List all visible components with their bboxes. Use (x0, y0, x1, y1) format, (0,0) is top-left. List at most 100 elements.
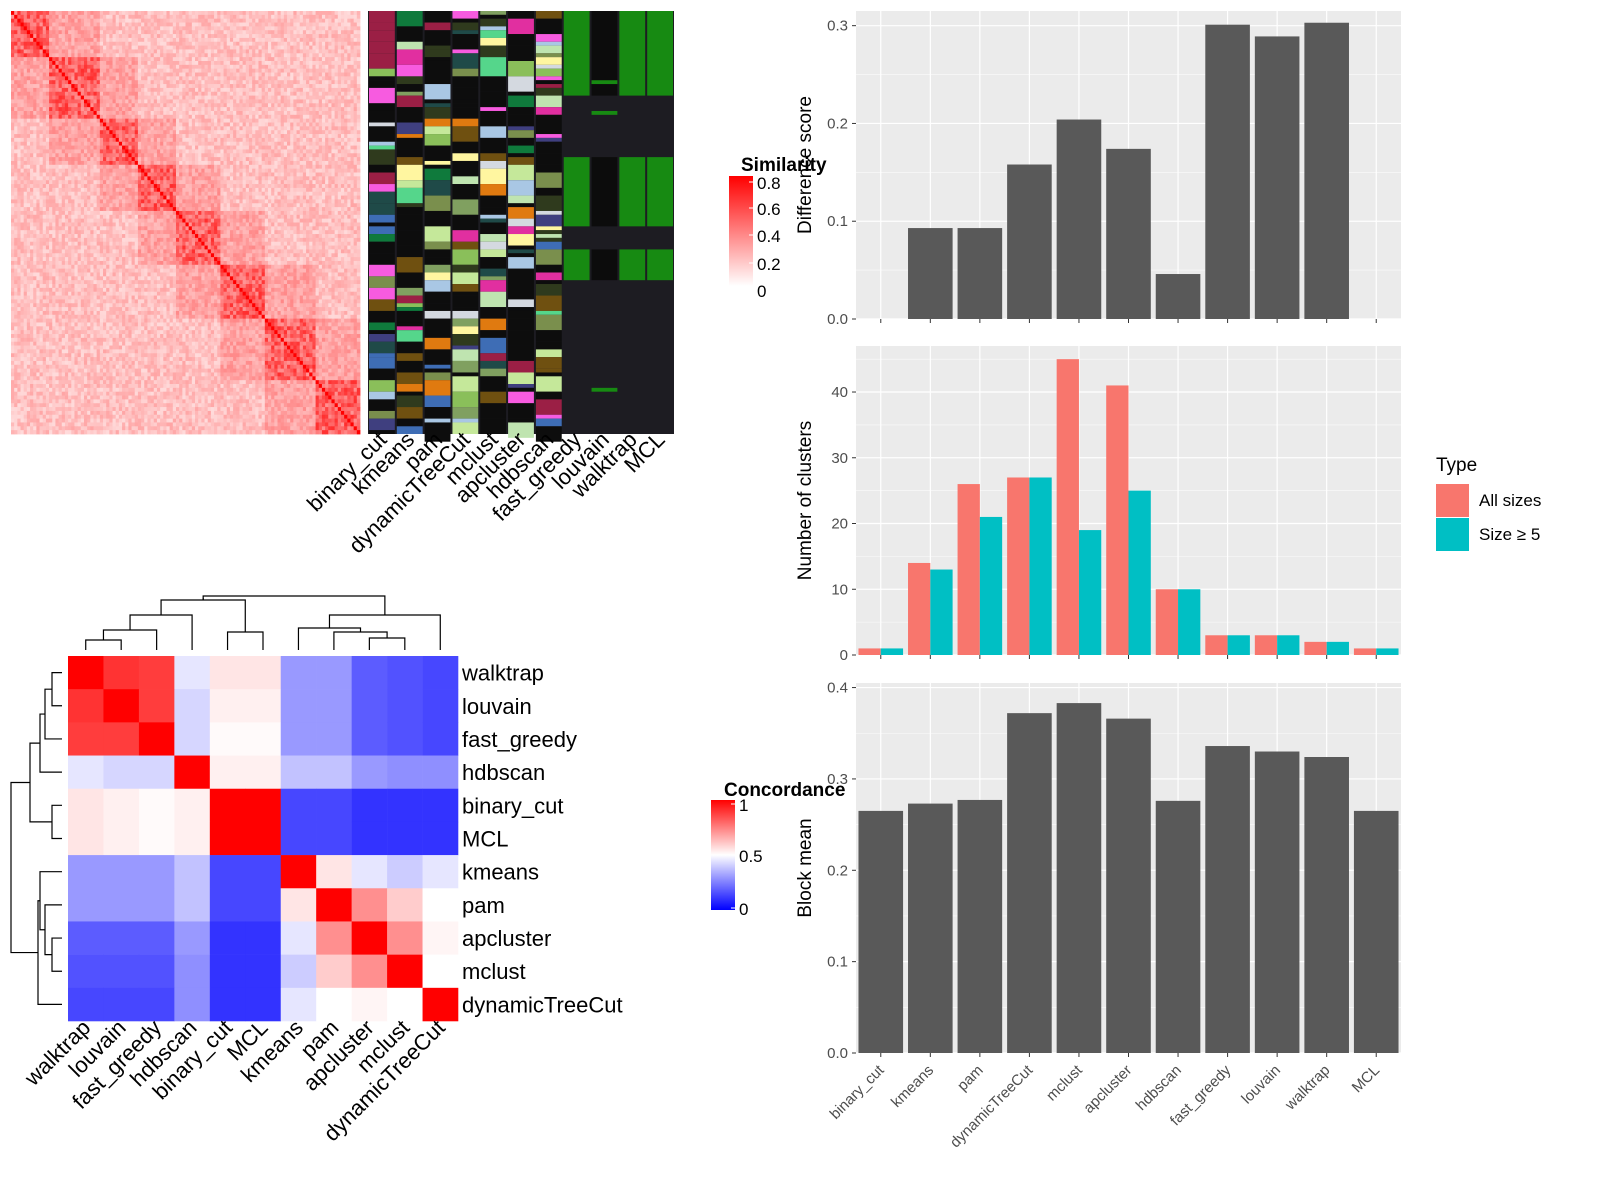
similarity-cell (299, 95, 304, 100)
similarity-cell (74, 149, 79, 154)
similarity-cell (217, 145, 221, 150)
similarity-cell (169, 180, 174, 185)
similarity-cell (191, 91, 196, 96)
similarity-cell (201, 103, 205, 108)
similarity-cell (106, 114, 110, 120)
similarity-cell (207, 99, 212, 104)
similarity-cell (210, 11, 215, 16)
similarity-cell (71, 172, 75, 177)
similarity-cell (150, 60, 155, 66)
similarity-cell (290, 57, 294, 62)
similarity-cell (325, 153, 329, 158)
similarity-cell (233, 164, 237, 170)
similarity-cell (156, 160, 161, 166)
similarity-cell (318, 99, 323, 104)
similarity-cell (90, 57, 94, 62)
similarity-cell (267, 126, 272, 131)
similarity-cell (122, 145, 126, 150)
similarity-cell (172, 87, 177, 93)
similarity-cell (23, 141, 28, 146)
similarity-cell (30, 141, 34, 146)
similarity-cell (175, 45, 180, 50)
similarity-cell (299, 60, 304, 66)
similarity-cell (172, 114, 177, 120)
similarity-cell (347, 14, 351, 20)
similarity-cell (134, 141, 139, 146)
similarity-cell (325, 14, 329, 20)
similarity-cell (64, 99, 69, 104)
similarity-cell (334, 110, 339, 116)
similarity-cell (239, 72, 244, 77)
similarity-cell (160, 34, 164, 39)
similarity-cell (11, 180, 15, 185)
similarity-cell (115, 134, 120, 139)
similarity-cell (160, 145, 164, 150)
similarity-cell (125, 180, 129, 185)
similarity-cell (229, 53, 234, 58)
similarity-cell (271, 122, 275, 127)
similarity-cell (153, 168, 158, 173)
similarity-cell (128, 49, 132, 54)
similarity-cell (188, 176, 193, 181)
similarity-cell (96, 76, 101, 81)
similarity-cell (188, 26, 193, 31)
similarity-cell (58, 180, 63, 185)
similarity-cell (172, 118, 177, 123)
similarity-cell (163, 160, 167, 166)
similarity-cell (125, 68, 129, 73)
similarity-cell (74, 180, 79, 185)
similarity-cell (318, 22, 323, 27)
similarity-cell (11, 157, 15, 162)
similarity-cell (71, 137, 75, 143)
similarity-cell (160, 99, 164, 104)
similarity-cell (147, 118, 151, 123)
similarity-cell (214, 22, 218, 27)
similarity-cell (103, 34, 107, 39)
similarity-cell (217, 141, 221, 146)
similarity-cell (64, 110, 69, 116)
similarity-cell (45, 157, 50, 162)
similarity-cell (210, 87, 215, 93)
similarity-cell (115, 49, 120, 54)
similarity-cell (353, 160, 358, 166)
similarity-cell (103, 99, 107, 104)
similarity-cell (306, 126, 310, 131)
similarity-cell (80, 87, 85, 93)
similarity-cell (299, 34, 304, 39)
similarity-cell (318, 80, 323, 85)
similarity-cell (261, 172, 266, 177)
similarity-cell (223, 22, 228, 27)
similarity-cell (169, 114, 174, 120)
similarity-cell (306, 84, 310, 89)
similarity-cell (61, 72, 66, 77)
similarity-cell (331, 145, 336, 150)
similarity-cell (248, 110, 253, 116)
similarity-cell (115, 41, 120, 47)
similarity-cell (90, 122, 94, 127)
similarity-cell (169, 68, 174, 73)
similarity-cell (99, 53, 104, 58)
similarity-cell (64, 72, 69, 77)
similarity-cell (166, 76, 171, 81)
similarity-cell (217, 172, 221, 177)
similarity-cell (331, 130, 336, 135)
similarity-cell (309, 49, 313, 54)
similarity-cell (156, 126, 161, 131)
similarity-cell (172, 14, 177, 20)
similarity-cell (150, 145, 155, 150)
similarity-cell (175, 141, 180, 146)
similarity-cell (201, 76, 205, 81)
similarity-cell (90, 103, 94, 108)
similarity-cell (239, 64, 244, 70)
similarity-cell (340, 99, 345, 104)
similarity-cell (125, 49, 129, 54)
similarity-cell (325, 76, 329, 81)
similarity-cell (321, 45, 326, 50)
similarity-cell (299, 107, 304, 112)
similarity-cell (261, 30, 266, 35)
similarity-cell (315, 18, 320, 23)
similarity-cell (58, 49, 63, 54)
similarity-cell (350, 37, 355, 43)
similarity-cell (347, 49, 351, 54)
similarity-cell (128, 30, 132, 35)
